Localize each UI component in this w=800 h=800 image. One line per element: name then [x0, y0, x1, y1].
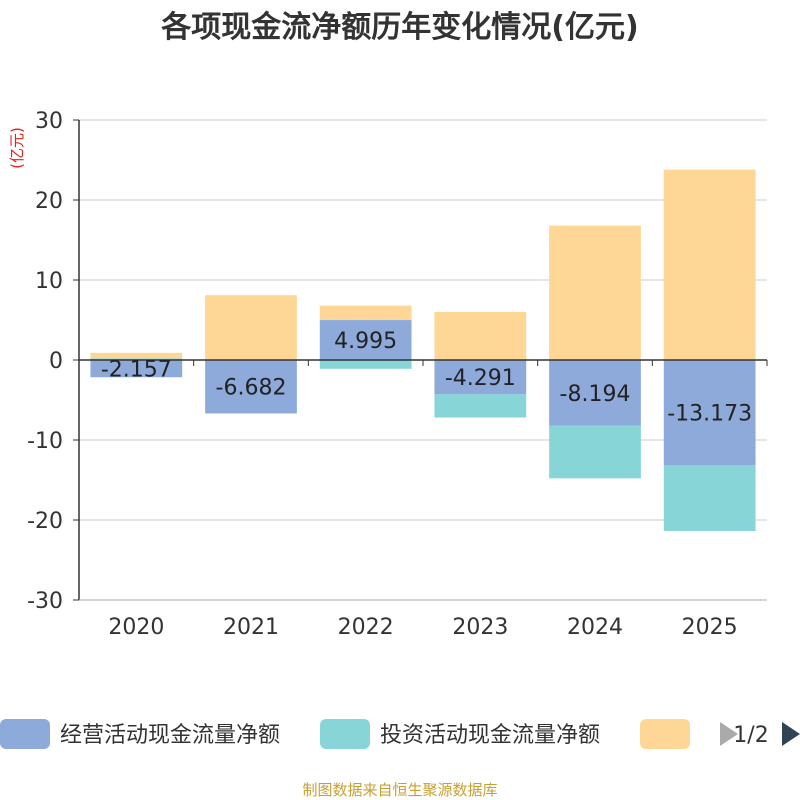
bar-2024-series-1[interactable]	[549, 425, 641, 479]
bar-2024-series-2[interactable]	[549, 225, 641, 360]
bar-2025-series-1[interactable]	[663, 465, 756, 531]
legend-prev-page-icon[interactable]	[720, 722, 738, 746]
data-label-2023: -4.291	[445, 366, 516, 391]
y-tick-label--10: -10	[27, 429, 63, 454]
legend-page-indicator: 1/2	[733, 723, 768, 748]
legend-swatch-financing[interactable]	[640, 719, 690, 749]
data-label-2021: -6.682	[216, 376, 287, 401]
legend: 经营活动现金流量净额 投资活动现金流量净额 1/2	[0, 719, 800, 749]
bar-2023-series-1[interactable]	[434, 394, 527, 418]
bar-2025-series-0[interactable]	[663, 360, 756, 466]
axis-tick-labels: 30 20 10 0 -10 -20 -30 2020 2021 2022 2023 2024 2025	[27, 109, 738, 640]
bar-2020-series-1[interactable]	[90, 358, 183, 360]
y-tick-label--30: -30	[27, 589, 63, 614]
y-axis-unit-label: (亿元)	[8, 127, 26, 169]
bar-2023-series-0[interactable]	[434, 360, 527, 395]
legend-swatch-investing[interactable]	[320, 719, 370, 749]
data-label-2025: -13.173	[667, 402, 752, 427]
bar-2023-series-2[interactable]	[434, 312, 527, 360]
data-label-2022: 4.995	[334, 329, 397, 354]
bar-2020-series-2[interactable]	[90, 352, 183, 359]
x-tick-label-2022: 2022	[338, 615, 394, 640]
y-tick-label-30: 30	[35, 109, 63, 134]
bar-2021-series-0[interactable]	[205, 360, 297, 414]
bar-series	[90, 169, 756, 531]
axes	[78, 120, 768, 601]
legend-label-operating[interactable]: 经营活动现金流量净额	[60, 723, 280, 748]
x-tick-label-2021: 2021	[223, 615, 279, 640]
bar-2022-series-1[interactable]	[319, 360, 412, 369]
bar-2022-series-0[interactable]	[319, 320, 412, 360]
bar-2025-series-2[interactable]	[663, 169, 756, 360]
bar-2022-series-2[interactable]	[319, 305, 412, 321]
y-tick-label-20: 20	[35, 189, 63, 214]
data-source-note: 制图数据来自恒生聚源数据库	[302, 781, 497, 799]
chart-title: 各项现金流净额历年变化情况(亿元)	[160, 10, 638, 45]
bar-2024-series-0[interactable]	[549, 360, 641, 426]
bar-2020-series-0[interactable]	[90, 360, 183, 378]
y-tick-label--20: -20	[27, 509, 63, 534]
legend-label-investing[interactable]: 投资活动现金流量净额	[380, 723, 600, 748]
y-tick-label-0: 0	[49, 349, 63, 374]
bar-2021-series-2[interactable]	[205, 295, 297, 360]
data-label-2024: -8.194	[560, 382, 631, 407]
x-tick-label-2024: 2024	[567, 615, 623, 640]
x-tick-label-2020: 2020	[108, 615, 164, 640]
x-tick-label-2025: 2025	[682, 615, 738, 640]
legend-swatch-operating[interactable]	[0, 719, 50, 749]
data-labels: -2.157 -6.682 4.995 -4.291 -8.194 -13.173	[101, 329, 752, 427]
y-tick-label-10: 10	[35, 269, 63, 294]
x-tick-label-2023: 2023	[452, 615, 508, 640]
legend-next-page-icon[interactable]	[782, 722, 800, 746]
data-label-2020: -2.157	[101, 358, 172, 383]
